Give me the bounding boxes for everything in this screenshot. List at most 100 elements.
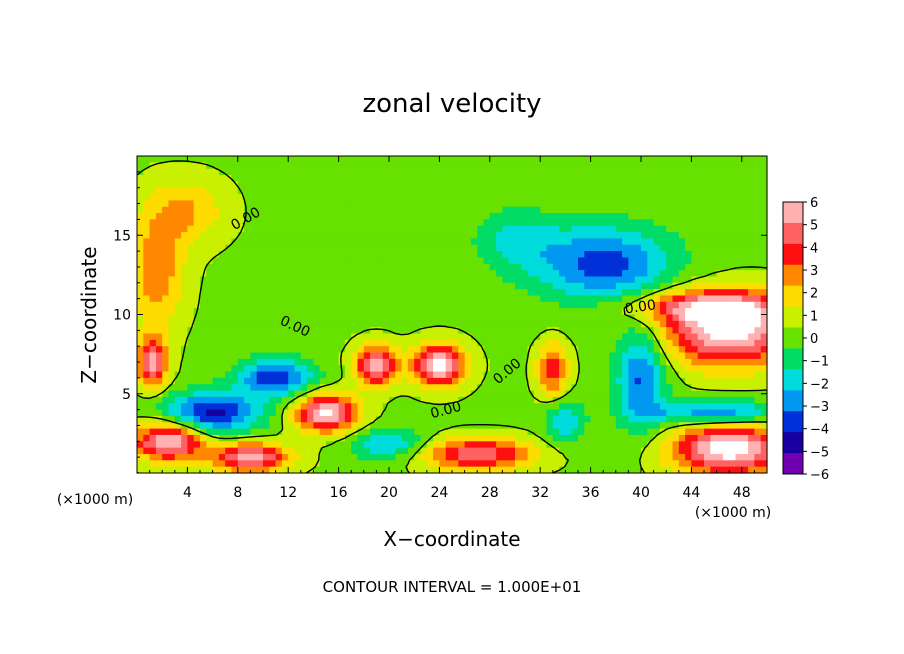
heatmap-cell — [168, 308, 176, 316]
heatmap-cell — [357, 219, 365, 227]
heatmap-cell — [300, 244, 308, 252]
heatmap-cell — [363, 244, 371, 252]
heatmap-cell — [741, 460, 749, 468]
heatmap-cell — [741, 238, 749, 246]
heatmap-cell — [697, 314, 705, 322]
heatmap-cell — [735, 295, 743, 303]
heatmap-cell — [502, 466, 510, 474]
heatmap-cell — [357, 162, 365, 170]
heatmap-cell — [622, 244, 629, 252]
heatmap-cell — [256, 453, 264, 461]
heatmap-cell — [578, 422, 585, 430]
heatmap-cell — [187, 422, 195, 430]
heatmap-cell — [313, 282, 321, 290]
heatmap-cell — [666, 162, 674, 170]
heatmap-cell — [678, 301, 686, 309]
heatmap-cell — [269, 200, 277, 208]
heatmap-cell — [571, 162, 579, 170]
heatmap-cell — [754, 162, 762, 170]
heatmap-cell — [193, 447, 201, 455]
heatmap-cell — [691, 156, 699, 163]
heatmap-cell — [218, 244, 226, 252]
heatmap-cell — [470, 282, 478, 290]
heatmap-cell — [269, 390, 277, 398]
heatmap-cell — [357, 187, 365, 195]
heatmap-cell — [263, 352, 270, 360]
heatmap-cell — [326, 257, 333, 265]
heatmap-cell — [521, 181, 529, 189]
heatmap-cell — [552, 428, 560, 436]
heatmap-cell — [395, 282, 403, 290]
heatmap-cell — [609, 308, 617, 316]
heatmap-cell — [748, 453, 755, 461]
heatmap-cell — [275, 396, 283, 404]
heatmap-cell — [552, 263, 560, 271]
heatmap-cell — [603, 346, 611, 354]
heatmap-cell — [338, 453, 346, 461]
heatmap-cell — [420, 238, 428, 246]
heatmap-cell — [263, 263, 270, 271]
heatmap-cell — [527, 282, 535, 290]
heatmap-cell — [294, 434, 302, 442]
heatmap-cell — [527, 327, 535, 335]
heatmap-cell — [269, 270, 277, 278]
heatmap-cell — [477, 162, 485, 170]
heatmap-cell — [691, 263, 699, 271]
heatmap-cell — [685, 403, 692, 411]
heatmap-cell — [263, 295, 270, 303]
heatmap-cell — [263, 466, 270, 474]
heatmap-cell — [729, 225, 737, 233]
heatmap-cell — [622, 181, 629, 189]
heatmap-cell — [527, 232, 535, 240]
heatmap-cell — [716, 434, 724, 442]
heatmap-cell — [697, 168, 705, 176]
heatmap-cell — [685, 187, 692, 195]
heatmap-cell — [389, 162, 396, 170]
heatmap-cell — [376, 428, 384, 436]
heatmap-cell — [426, 263, 434, 271]
heatmap-cell — [596, 447, 604, 455]
heatmap-cell — [137, 466, 144, 474]
heatmap-cell — [231, 422, 239, 430]
heatmap-cell — [527, 244, 535, 252]
heatmap-cell — [546, 301, 554, 309]
heatmap-cell — [344, 320, 352, 328]
heatmap-cell — [401, 213, 409, 220]
heatmap-cell — [521, 403, 529, 411]
heatmap-cell — [565, 460, 573, 468]
heatmap-cell — [508, 333, 516, 341]
heatmap-cell — [565, 415, 573, 423]
heatmap-cell — [225, 460, 233, 468]
heatmap-cell — [735, 453, 743, 461]
heatmap-cell — [389, 415, 396, 423]
heatmap-cell — [237, 206, 245, 214]
heatmap-cell — [206, 308, 214, 316]
heatmap-cell — [344, 295, 352, 303]
heatmap-cell — [735, 327, 743, 335]
heatmap-cell — [420, 320, 428, 328]
heatmap-cell — [143, 415, 151, 423]
heatmap-cell — [653, 396, 661, 404]
heatmap-cell — [162, 194, 170, 201]
heatmap-cell — [137, 162, 144, 170]
heatmap-cell — [414, 295, 422, 303]
heatmap-cell — [263, 257, 270, 265]
heatmap-cell — [313, 320, 321, 328]
heatmap-cell — [716, 441, 724, 449]
heatmap-cell — [540, 428, 548, 436]
heatmap-cell — [237, 434, 245, 442]
heatmap-cell — [716, 422, 724, 430]
heatmap-cell — [722, 219, 730, 227]
heatmap-cell — [672, 415, 680, 423]
heatmap-cell — [237, 225, 245, 233]
heatmap-cell — [313, 384, 321, 392]
heatmap-cell — [193, 460, 201, 468]
heatmap-cell — [622, 162, 629, 170]
heatmap-cell — [307, 371, 314, 379]
heatmap-cell — [275, 244, 283, 252]
heatmap-cell — [281, 320, 289, 328]
heatmap-cell — [300, 409, 308, 417]
heatmap-cell — [319, 333, 327, 341]
heatmap-cell — [212, 257, 220, 265]
heatmap-cell — [754, 244, 762, 252]
